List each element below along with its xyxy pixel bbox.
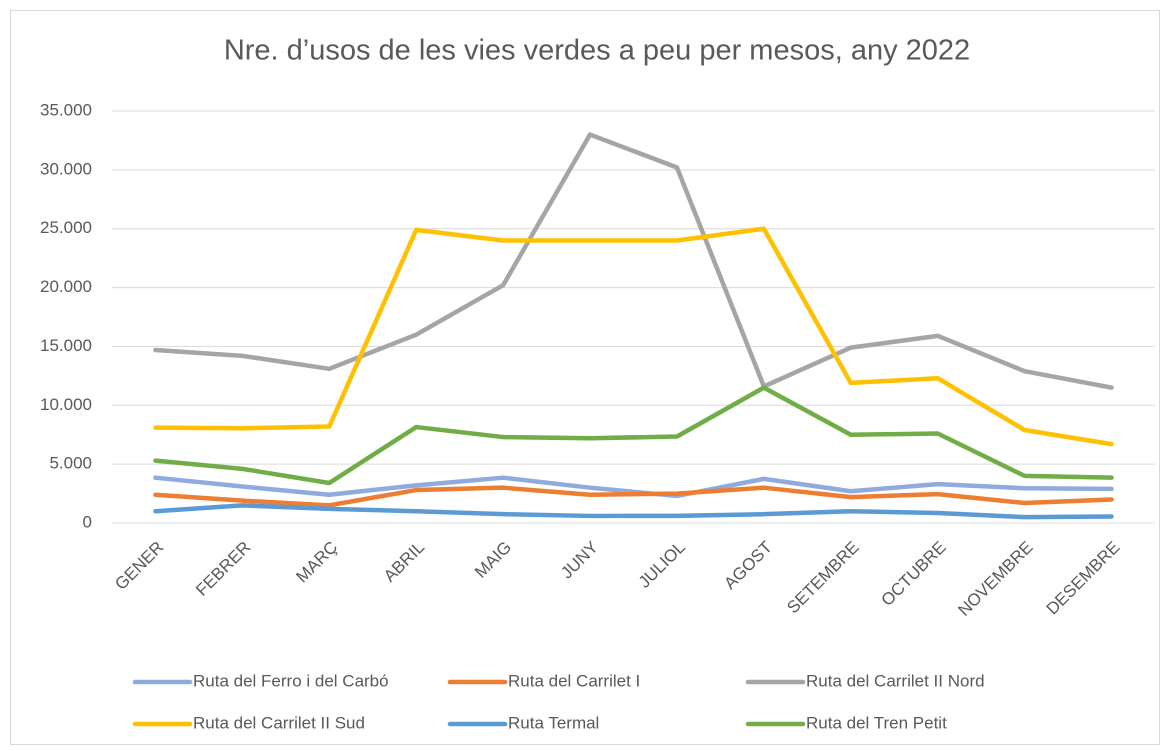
y-tick-label: 5.000 <box>49 454 92 473</box>
legend-label: Ruta del Carrilet I <box>508 671 640 690</box>
series-line <box>153 226 1114 447</box>
series-line <box>153 132 1114 390</box>
series-line <box>153 475 1114 499</box>
legend-label: Ruta del Carrilet II Nord <box>806 671 985 690</box>
y-tick-label: 20.000 <box>40 277 92 296</box>
y-tick-label: 30.000 <box>40 159 92 178</box>
series-line <box>153 385 1114 486</box>
chart-title: Nre. d’usos de les vies verdes a peu per… <box>224 35 970 67</box>
y-tick-label: 0 <box>83 512 92 531</box>
y-tick-label: 15.000 <box>40 336 92 355</box>
y-tick-label: 25.000 <box>40 218 92 237</box>
series-line <box>153 503 1114 520</box>
legend-label: Ruta del Ferro i del Carbó <box>193 671 389 690</box>
y-tick-label: 35.000 <box>40 100 92 119</box>
legend-label: Ruta Termal <box>508 713 599 732</box>
series-line <box>153 485 1114 508</box>
legend-label: Ruta del Carrilet II Sud <box>193 713 365 732</box>
legend-label: Ruta del Tren Petit <box>806 713 947 732</box>
y-tick-label: 10.000 <box>40 395 92 414</box>
chart-border <box>10 10 1160 745</box>
